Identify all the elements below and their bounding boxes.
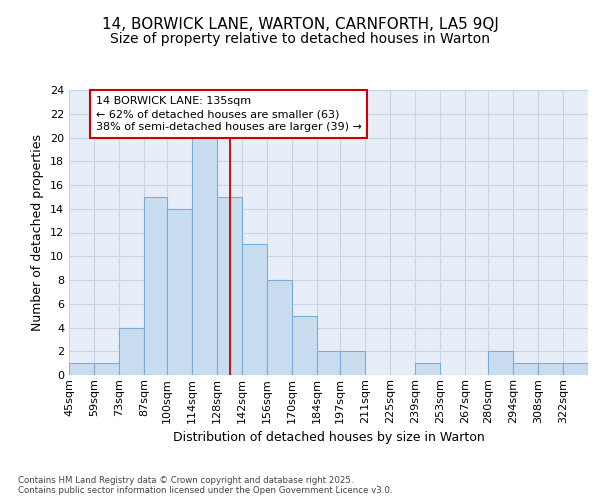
Bar [292,316,317,375]
Text: Contains HM Land Registry data © Crown copyright and database right 2025.
Contai: Contains HM Land Registry data © Crown c… [18,476,392,495]
Bar [144,197,167,375]
Bar [317,351,340,375]
Bar [415,363,440,375]
Bar [340,351,365,375]
Bar [94,363,119,375]
Bar [488,351,513,375]
Text: Size of property relative to detached houses in Warton: Size of property relative to detached ho… [110,32,490,46]
Bar [563,363,588,375]
Bar [167,209,192,375]
Bar [217,197,242,375]
Bar [538,363,563,375]
Bar [69,363,94,375]
Bar [242,244,267,375]
X-axis label: Distribution of detached houses by size in Warton: Distribution of detached houses by size … [173,431,484,444]
Bar [192,138,217,375]
Y-axis label: Number of detached properties: Number of detached properties [31,134,44,331]
Text: 14 BORWICK LANE: 135sqm
← 62% of detached houses are smaller (63)
38% of semi-de: 14 BORWICK LANE: 135sqm ← 62% of detache… [96,96,362,132]
Text: 14, BORWICK LANE, WARTON, CARNFORTH, LA5 9QJ: 14, BORWICK LANE, WARTON, CARNFORTH, LA5… [101,18,499,32]
Bar [267,280,292,375]
Bar [119,328,144,375]
Bar [513,363,538,375]
